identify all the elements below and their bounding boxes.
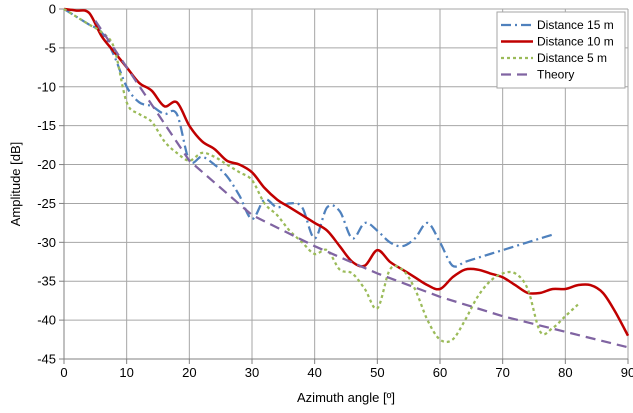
x-tick-label: 80: [558, 365, 572, 380]
y-tick-label: -20: [37, 157, 56, 172]
legend-label-0: Distance 15 m: [537, 18, 614, 32]
y-tick-label: -35: [37, 274, 56, 289]
x-tick-label: 0: [60, 365, 67, 380]
series-layer: [63, 7, 630, 349]
y-tick-label: -30: [37, 235, 56, 250]
y-tick-label: -5: [44, 40, 56, 55]
x-tick-label: 90: [621, 365, 633, 380]
x-tick-label: 60: [433, 365, 447, 380]
x-tick-label: 50: [370, 365, 384, 380]
y-tick-label: -45: [37, 352, 56, 367]
series-line-2: [63, 8, 579, 344]
y-tick-label: -10: [37, 79, 56, 94]
y-tick-label: -15: [37, 118, 56, 133]
x-tick-label: 10: [119, 365, 133, 380]
y-axis-title: Amplitude [dB]: [8, 142, 23, 227]
series-line-0: [63, 8, 554, 268]
axes: 0 10 20 30 40 50 60 70 80 90 0 -5 -10 -15 -20 -25 -30 -35…: [37, 2, 633, 381]
x-tick-label: 40: [307, 365, 321, 380]
x-tick-label: 30: [245, 365, 259, 380]
legend-label-2: Distance 5 m: [537, 51, 607, 65]
y-tick-label: 0: [49, 2, 56, 17]
y-tick-label: -25: [37, 196, 56, 211]
x-tick-label: 70: [495, 365, 509, 380]
legend-label-3: Theory: [537, 68, 574, 82]
series-line-3: [94, 20, 629, 349]
x-tick-label: 20: [182, 365, 196, 380]
y-tick-label: -40: [37, 313, 56, 328]
legend-label-1: Distance 10 m: [537, 35, 614, 49]
x-axis-title: Azimuth angle [º]: [297, 390, 395, 405]
legend: Distance 15 m Distance 10 m Distance 5 m Th…: [496, 11, 626, 89]
series-line-1: [63, 7, 630, 337]
